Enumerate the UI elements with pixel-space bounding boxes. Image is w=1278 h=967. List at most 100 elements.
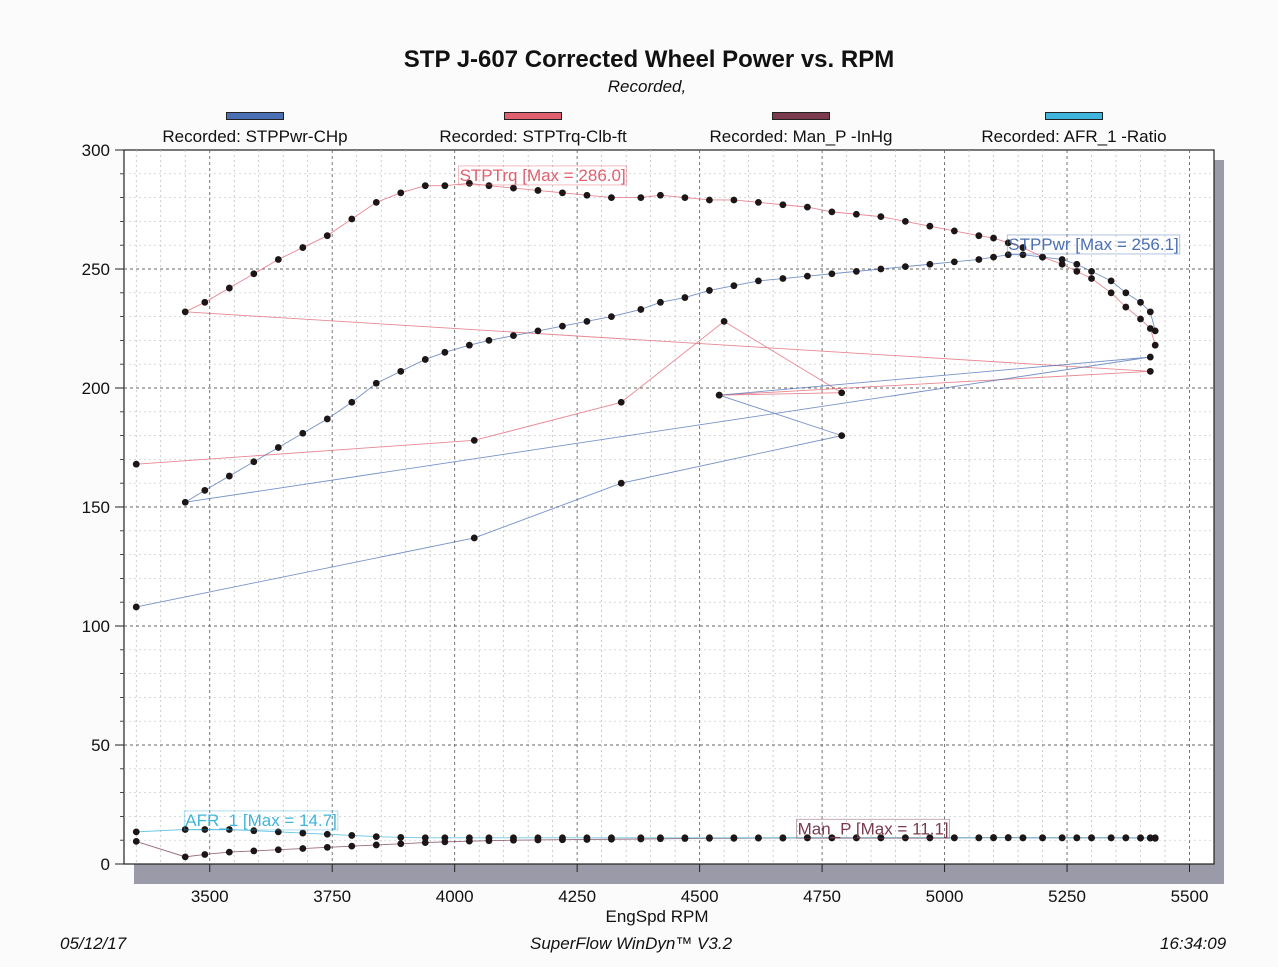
data-point <box>1058 256 1066 263</box>
data-point <box>181 826 189 833</box>
y-tick-label: 300 <box>82 141 110 160</box>
data-point <box>1146 367 1154 375</box>
data-point <box>877 834 885 842</box>
y-tick-label: 0 <box>101 855 110 874</box>
data-point <box>1146 834 1154 842</box>
legend-swatch-manp <box>772 112 830 120</box>
data-point <box>657 834 664 842</box>
data-point <box>1151 327 1159 335</box>
data-point <box>559 834 566 842</box>
x-axis-label: EngSpd RPM <box>606 907 709 926</box>
chart-title: STP J-607 Corrected Wheel Power vs. RPM <box>403 46 895 73</box>
data-point <box>441 348 449 356</box>
grid <box>124 150 1214 864</box>
data-point <box>485 337 493 344</box>
data-point <box>441 182 449 190</box>
data-point <box>1088 834 1095 842</box>
data-point <box>706 834 713 842</box>
annotation-box <box>458 165 628 186</box>
data-point <box>421 834 429 842</box>
legend-label-manp: Recorded: Man_P -InHg <box>709 127 893 146</box>
data-point <box>470 436 478 444</box>
data-point <box>132 837 140 845</box>
series-stptrq <box>132 179 1159 468</box>
data-point <box>926 260 934 268</box>
data-point <box>975 256 983 263</box>
data-point <box>1058 260 1066 268</box>
data-point <box>421 182 429 190</box>
data-point <box>608 194 615 202</box>
data-point <box>465 834 473 842</box>
data-point <box>755 834 762 842</box>
x-tick-label: 5250 <box>1048 887 1086 906</box>
data-point <box>1058 834 1066 842</box>
data-point <box>583 317 591 325</box>
data-point <box>990 234 997 242</box>
data-point <box>779 834 787 842</box>
series-afr_1 <box>132 826 1159 842</box>
data-point <box>1122 834 1130 842</box>
legend-label-stppwr: Recorded: STPPwr-CHp <box>162 127 348 146</box>
data-point <box>730 282 738 290</box>
legend-item-stppwr: Recorded: STPPwr-CHp <box>125 112 385 147</box>
data-point <box>720 317 728 325</box>
data-point <box>637 194 645 202</box>
data-point <box>608 313 615 320</box>
data-point <box>299 845 307 852</box>
data-point <box>181 853 189 861</box>
legend-label-afr: Recorded: AFR_1 -Ratio <box>981 127 1167 146</box>
data-point <box>1019 834 1027 842</box>
data-point <box>950 258 958 266</box>
data-point <box>803 203 811 211</box>
data-point <box>348 215 356 223</box>
data-point <box>715 391 723 399</box>
y-tick-label: 200 <box>82 379 110 398</box>
data-point <box>681 834 689 842</box>
data-point <box>274 256 282 263</box>
data-point <box>1019 244 1027 251</box>
annotation-layer: STPTrq [Max = 286.0] STPPwr [Max = 256.1]… <box>183 165 1181 839</box>
data-point <box>250 847 258 855</box>
data-point <box>583 191 591 199</box>
series-stppwr <box>132 251 1159 611</box>
data-point <box>608 834 615 842</box>
data-point <box>1073 834 1081 842</box>
data-point <box>877 265 885 273</box>
data-point <box>1146 308 1154 316</box>
data-point <box>901 218 909 225</box>
data-point <box>1039 834 1046 842</box>
data-point <box>990 834 997 842</box>
data-point <box>225 472 233 480</box>
data-point <box>274 846 282 854</box>
annotation-label: Man_P [Max = 11.1] <box>798 819 949 838</box>
data-point <box>901 263 909 271</box>
data-point <box>681 194 689 202</box>
data-point <box>657 298 664 306</box>
x-tick-label: 3500 <box>191 887 229 906</box>
data-point <box>803 272 811 280</box>
data-point <box>975 834 983 842</box>
data-point <box>583 834 591 842</box>
data-point <box>1137 298 1144 306</box>
data-point <box>372 841 380 849</box>
data-point <box>950 834 958 842</box>
data-point <box>465 341 473 349</box>
data-point <box>926 834 934 842</box>
data-point <box>1019 251 1027 259</box>
data-point <box>838 432 846 439</box>
x-tick-label: 4500 <box>681 887 719 906</box>
footer-software: SuperFlow WinDyn™ V3.2 <box>530 934 733 953</box>
data-point <box>372 379 380 387</box>
data-point <box>1039 253 1046 261</box>
data-point <box>181 308 189 316</box>
data-point <box>485 834 493 842</box>
x-tick-label: 4250 <box>558 887 596 906</box>
data-point <box>617 398 625 406</box>
data-point <box>803 834 811 842</box>
annotation-label: STPTrq [Max = 286.0] <box>460 166 626 185</box>
legend-item-stptrq: Recorded: STPTrq-Clb-ft <box>403 112 663 147</box>
data-point <box>348 842 356 850</box>
data-point <box>132 460 140 468</box>
data-point <box>1146 353 1154 361</box>
data-point <box>1107 834 1115 842</box>
